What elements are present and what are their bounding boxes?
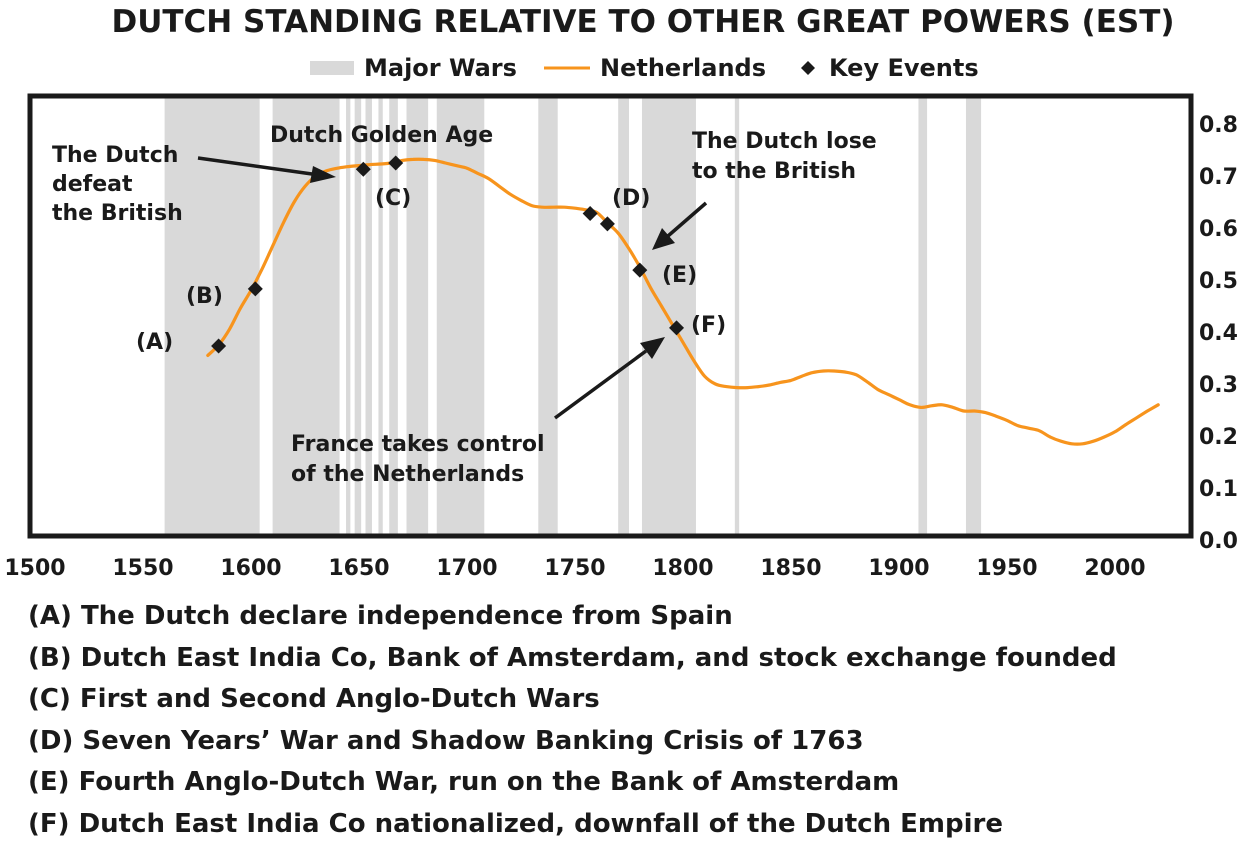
footnote-f: (F) Dutch East India Co nationalized, do… [28, 804, 1238, 845]
x-tick-label: 2000 [1084, 556, 1145, 581]
footnote-d: (D) Seven Years’ War and Shadow Banking … [28, 721, 1238, 763]
legend-swatch-wars [310, 61, 354, 75]
y-tick-label: 0.0 [1199, 529, 1238, 554]
chart-title: DUTCH STANDING RELATIVE TO OTHER GREAT P… [111, 4, 1174, 40]
war-band [538, 99, 557, 534]
y-tick-label: 0.7 [1199, 165, 1238, 190]
footnote-c: (C) First and Second Anglo-Dutch Wars [28, 679, 1238, 721]
annotation-golden-age: Dutch Golden Age [270, 123, 493, 148]
x-tick-label: 1750 [544, 556, 605, 581]
y-tick-label: 0.1 [1199, 477, 1238, 502]
event-label-e: (E) [662, 263, 697, 288]
annotation-dutch-lose: The Dutch lose to the British [692, 129, 884, 184]
x-tick-label: 1800 [652, 556, 713, 581]
war-bands [165, 99, 981, 534]
y-axis-ticks: 0.0 0.1 0.2 0.3 0.4 0.5 0.6 0.7 0.8 [1199, 113, 1238, 554]
event-label-a: (A) [136, 330, 173, 355]
x-tick-label: 1900 [868, 556, 929, 581]
legend-label-events: Key Events [829, 54, 979, 82]
legend-label-wars: Major Wars [364, 54, 517, 82]
x-tick-label: 1850 [760, 556, 821, 581]
x-tick-label: 1700 [436, 556, 497, 581]
event-label-c: (C) [375, 186, 411, 211]
y-tick-label: 0.3 [1199, 373, 1238, 398]
war-band [618, 99, 629, 534]
x-tick-label: 1500 [4, 556, 65, 581]
event-footnotes: (A) The Dutch declare independence from … [28, 596, 1238, 845]
footnote-a: (A) The Dutch declare independence from … [28, 596, 1238, 638]
footnote-e: (E) Fourth Anglo-Dutch War, run on the B… [28, 762, 1238, 804]
event-label-d: (D) [612, 186, 650, 211]
arrow-france [555, 351, 646, 418]
legend: Major Wars Netherlands Key Events [310, 54, 979, 82]
x-tick-label: 1550 [112, 556, 173, 581]
legend-label-netherlands: Netherlands [600, 54, 766, 82]
x-tick-label: 1650 [328, 556, 389, 581]
y-tick-label: 0.6 [1199, 217, 1238, 242]
x-tick-label: 1950 [976, 556, 1037, 581]
event-label-f: (F) [691, 313, 726, 338]
war-band [918, 99, 927, 534]
y-tick-label: 0.2 [1199, 425, 1238, 450]
war-band [966, 99, 981, 534]
footnote-b: (B) Dutch East India Co, Bank of Amsterd… [28, 638, 1238, 680]
x-axis-ticks: 1500 1550 1600 1650 1700 1750 1800 1850 1900 1950… [4, 556, 1145, 581]
legend-swatch-diamond [801, 61, 815, 75]
x-tick-label: 1600 [220, 556, 281, 581]
y-tick-label: 0.5 [1199, 269, 1238, 294]
y-tick-label: 0.8 [1199, 113, 1238, 138]
event-label-b: (B) [186, 284, 223, 309]
y-tick-label: 0.4 [1199, 321, 1238, 346]
